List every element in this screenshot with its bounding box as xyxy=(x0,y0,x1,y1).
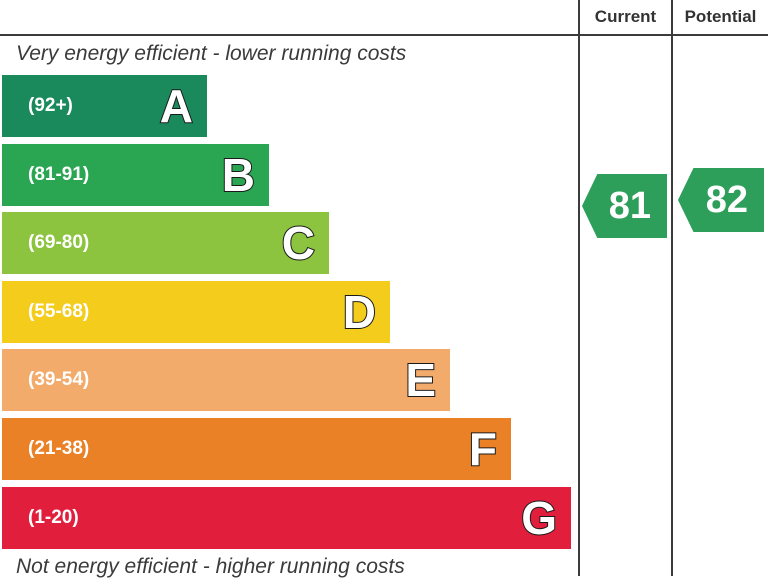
band-range-label: (92+) xyxy=(28,95,73,116)
band-letter: E xyxy=(404,353,437,407)
current-rating-value: 81 xyxy=(608,185,651,227)
header-divider xyxy=(0,34,768,36)
potential-rating-arrow: 82 xyxy=(678,168,764,232)
band-letter: F xyxy=(468,422,498,476)
band-g: (1-20) G xyxy=(2,487,571,549)
band-c: (69-80) C xyxy=(2,212,329,274)
band-letter: C xyxy=(281,216,316,270)
band-f: (21-38) F xyxy=(2,418,511,480)
bottom-caption: Not energy efficient - higher running co… xyxy=(16,555,405,578)
band-range-label: (39-54) xyxy=(28,369,90,390)
band-letter: G xyxy=(520,491,558,545)
current-header: Current xyxy=(594,7,657,26)
band-range-label: (81-91) xyxy=(28,164,90,185)
band-d: (55-68) D xyxy=(2,281,390,343)
band-letter: B xyxy=(221,148,256,202)
band-b: (81-91) B xyxy=(2,144,269,206)
band-range-label: (69-80) xyxy=(28,232,90,253)
band-range-label: (1-20) xyxy=(28,507,79,528)
divider-current xyxy=(578,0,580,576)
top-caption: Very energy efficient - lower running co… xyxy=(16,42,407,65)
potential-rating-value: 82 xyxy=(705,179,748,221)
band-range-label: (21-38) xyxy=(28,438,90,459)
band-a: (92+) A xyxy=(2,75,207,137)
potential-header: Potential xyxy=(684,7,757,26)
band-range-label: (55-68) xyxy=(28,301,90,322)
band-letter: D xyxy=(342,285,377,339)
band-letter: A xyxy=(159,79,194,133)
band-e: (39-54) E xyxy=(2,349,450,411)
divider-potential xyxy=(671,0,673,576)
current-rating-arrow: 81 xyxy=(582,174,667,238)
